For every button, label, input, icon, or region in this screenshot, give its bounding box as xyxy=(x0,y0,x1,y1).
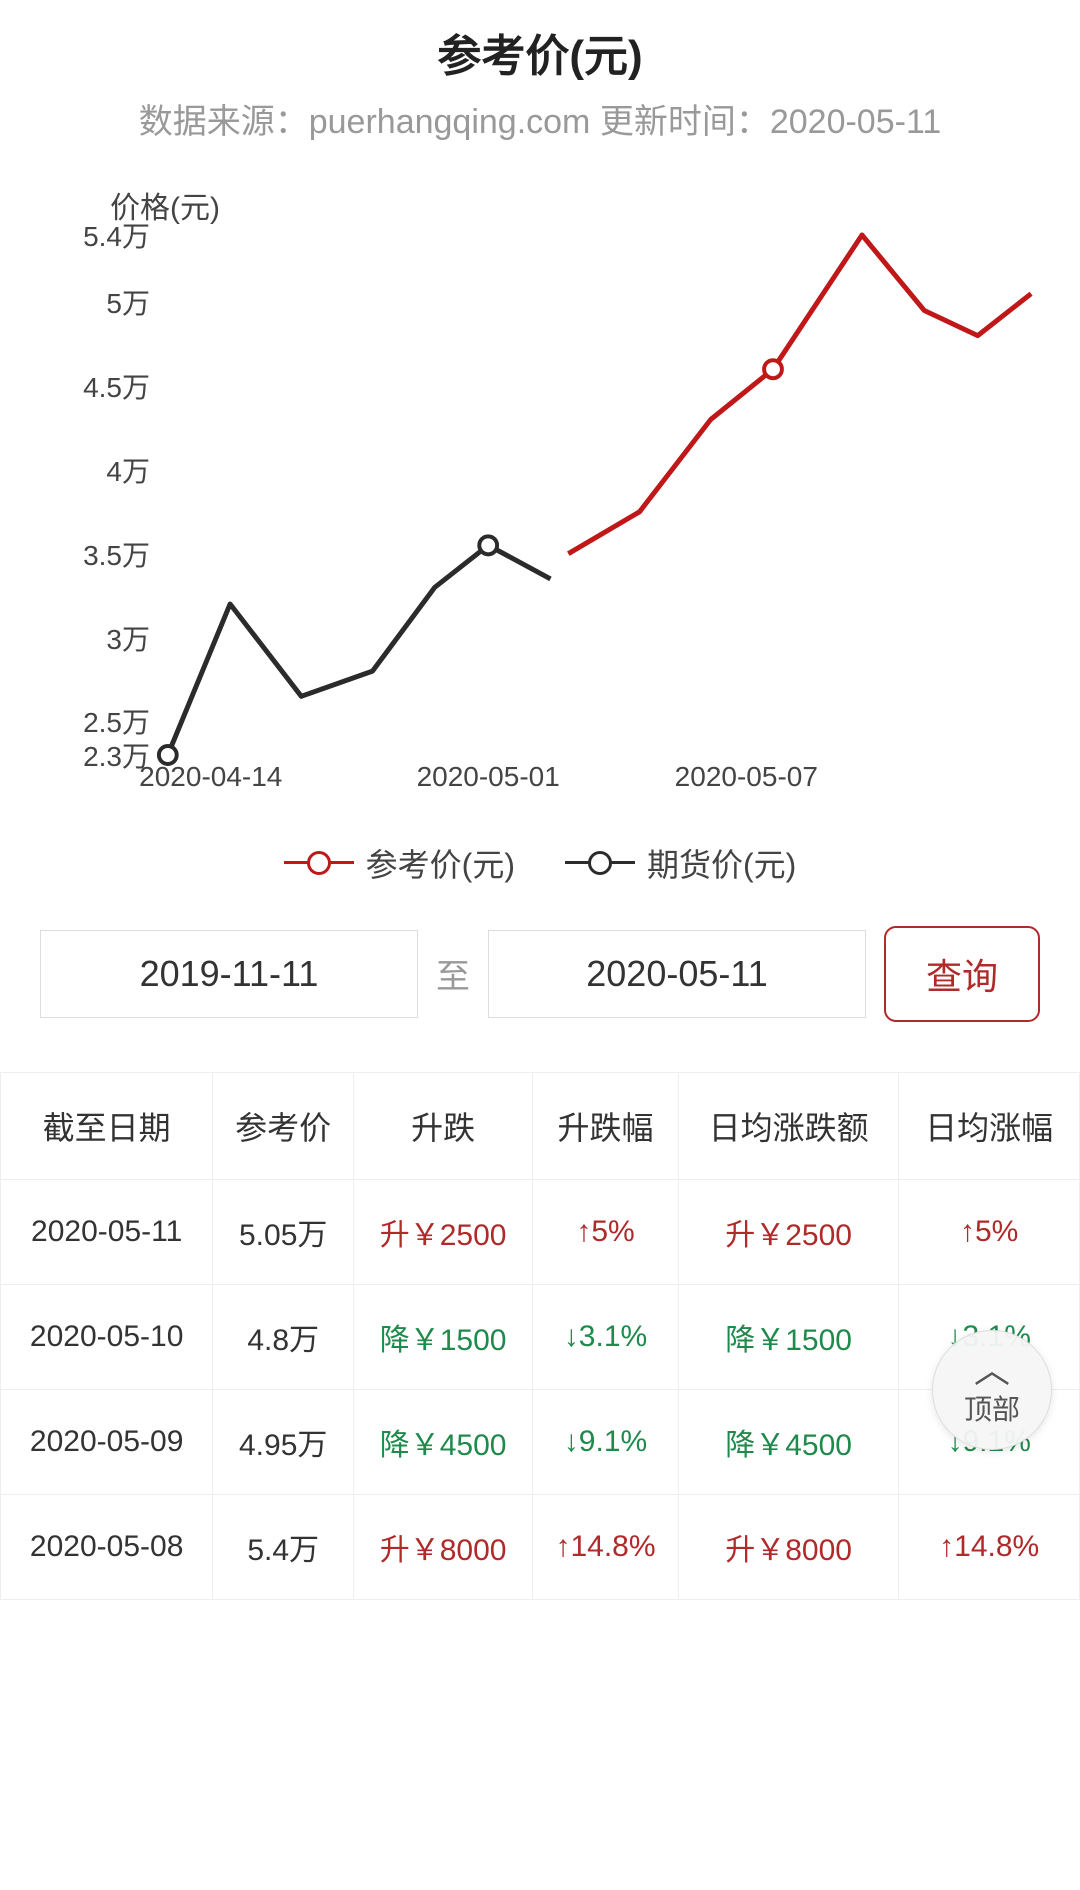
table-cell: ↓3.1% xyxy=(533,1284,679,1389)
table-row: 2020-05-104.8万降￥1500↓3.1%降￥1500↓3.1% xyxy=(1,1284,1080,1389)
table-row: 2020-05-115.05万升￥2500↑5%升￥2500↑5% xyxy=(1,1179,1080,1284)
price-table: 截至日期参考价升跌升跌幅日均涨跌额日均涨幅 2020-05-115.05万升￥2… xyxy=(0,1072,1080,1600)
chart-plot[interactable] xyxy=(150,235,1040,755)
series-marker xyxy=(479,536,497,554)
y-tick-label: 4万 xyxy=(106,450,150,490)
table-cell: ↓9.1% xyxy=(533,1389,679,1494)
chevron-up-icon: ︿ xyxy=(974,1352,1010,1388)
table-cell: 升￥2500 xyxy=(354,1179,533,1284)
date-from-input[interactable]: 2019-11-11 xyxy=(40,930,418,1018)
x-tick-label: 2020-05-01 xyxy=(417,761,560,793)
legend-marker-icon xyxy=(565,861,635,864)
table-cell: 降￥4500 xyxy=(354,1389,533,1494)
legend-marker-icon xyxy=(284,861,354,864)
series-line xyxy=(168,545,551,755)
table-cell: 降￥1500 xyxy=(678,1284,898,1389)
table-cell: 5.05万 xyxy=(213,1179,354,1284)
legend-label: 期货价(元) xyxy=(647,840,796,886)
y-tick-label: 3万 xyxy=(106,618,150,658)
table-cell: 5.4万 xyxy=(213,1494,354,1599)
y-tick-label: 5.4万 xyxy=(83,215,150,255)
scroll-top-button[interactable]: ︿ 顶部 xyxy=(932,1330,1052,1450)
page-title: 参考价(元) xyxy=(0,20,1080,84)
table-cell: ↑14.8% xyxy=(533,1494,679,1599)
table-body: 2020-05-115.05万升￥2500↑5%升￥2500↑5%2020-05… xyxy=(1,1179,1080,1599)
table-cell: 2020-05-09 xyxy=(1,1389,213,1494)
table-cell: ↑5% xyxy=(899,1179,1080,1284)
table-cell: ↑14.8% xyxy=(899,1494,1080,1599)
table-header-row: 截至日期参考价升跌升跌幅日均涨跌额日均涨幅 xyxy=(1,1072,1080,1179)
table-cell: 降￥1500 xyxy=(354,1284,533,1389)
y-axis: 5.4万5万4.5万4万3.5万3万2.5万2.3万 xyxy=(50,235,150,795)
legend-item[interactable]: 期货价(元) xyxy=(565,840,796,886)
table-row: 2020-05-094.95万降￥4500↓9.1%降￥4500↓9.1% xyxy=(1,1389,1080,1494)
page-subtitle: 数据来源：puerhangqing.com 更新时间：2020-05-11 xyxy=(0,94,1080,143)
date-filter: 2019-11-11 至 2020-05-11 查询 xyxy=(0,926,1080,1072)
table-cell: 2020-05-08 xyxy=(1,1494,213,1599)
y-tick-label: 5万 xyxy=(106,282,150,322)
x-tick-label: 2020-04-14 xyxy=(139,761,282,793)
table-cell: 升￥8000 xyxy=(354,1494,533,1599)
table-cell: 升￥8000 xyxy=(678,1494,898,1599)
table-cell: 升￥2500 xyxy=(678,1179,898,1284)
table-cell: 2020-05-11 xyxy=(1,1179,213,1284)
legend-label: 参考价(元) xyxy=(366,840,515,886)
table-header-cell: 日均涨跌额 xyxy=(678,1072,898,1179)
table-cell: 降￥4500 xyxy=(678,1389,898,1494)
series-line xyxy=(568,235,1031,554)
table-cell: ↑5% xyxy=(533,1179,679,1284)
date-to-label: 至 xyxy=(436,949,470,998)
x-axis: 2020-04-142020-05-012020-05-07 xyxy=(150,755,1040,795)
y-axis-label: 价格(元) xyxy=(110,183,1060,227)
source-domain: puerhangqing.com xyxy=(309,103,591,141)
update-date: 2020-05-11 xyxy=(770,103,941,141)
x-tick-label: 2020-05-07 xyxy=(675,761,818,793)
legend-item[interactable]: 参考价(元) xyxy=(284,840,515,886)
date-to-input[interactable]: 2020-05-11 xyxy=(488,930,866,1018)
header: 参考价(元) 数据来源：puerhangqing.com 更新时间：2020-0… xyxy=(0,0,1080,153)
table-header-cell: 日均涨幅 xyxy=(899,1072,1080,1179)
table-cell: 2020-05-10 xyxy=(1,1284,213,1389)
table-header-cell: 升跌 xyxy=(354,1072,533,1179)
table-row: 2020-05-085.4万升￥8000↑14.8%升￥8000↑14.8% xyxy=(1,1494,1080,1599)
table-cell: 4.8万 xyxy=(213,1284,354,1389)
table-cell: 4.95万 xyxy=(213,1389,354,1494)
y-tick-label: 4.5万 xyxy=(83,366,150,406)
source-prefix: 数据来源： xyxy=(139,103,309,141)
y-tick-label: 3.5万 xyxy=(83,534,150,574)
table-header-cell: 升跌幅 xyxy=(533,1072,679,1179)
chart-legend: 参考价(元) 期货价(元) xyxy=(0,815,1080,926)
table-header-cell: 截至日期 xyxy=(1,1072,213,1179)
table-header-cell: 参考价 xyxy=(213,1072,354,1179)
fab-label: 顶部 xyxy=(964,1388,1020,1428)
price-chart: 价格(元) 5.4万5万4.5万4万3.5万3万2.5万2.3万 2020-04… xyxy=(0,153,1080,815)
series-marker xyxy=(764,360,782,378)
update-prefix: 更新时间： xyxy=(590,103,769,141)
query-button[interactable]: 查询 xyxy=(884,926,1040,1022)
